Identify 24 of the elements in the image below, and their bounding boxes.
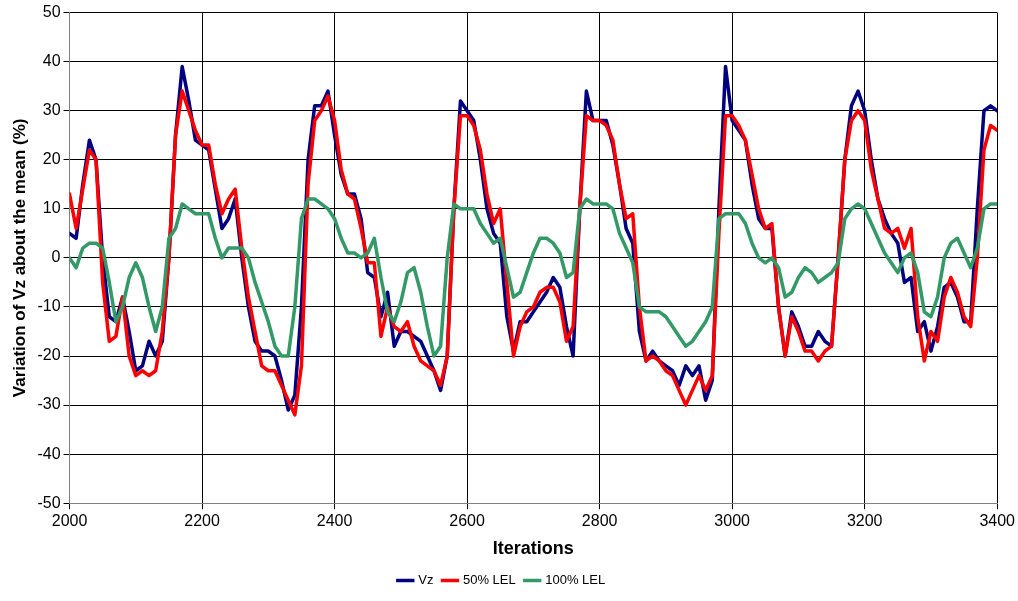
y-tick-label: -40 xyxy=(37,444,61,462)
legend-label: 50% LEL xyxy=(462,572,516,588)
y-tick-label: -50 xyxy=(37,493,61,511)
x-tick-label: 2600 xyxy=(449,512,485,530)
legend-label: 100% LEL xyxy=(545,572,606,588)
x-tick-label: 2000 xyxy=(51,512,88,530)
y-tick-label: 50 xyxy=(42,3,61,21)
x-tick-label: 2200 xyxy=(184,512,220,530)
y-axis-title: Variation of Vz about the mean (%) xyxy=(9,118,29,398)
y-tick-label: -10 xyxy=(37,297,61,315)
y-tick-label: 20 xyxy=(42,150,61,168)
x-tick-label: 2400 xyxy=(316,512,353,530)
x-tick-label: 3400 xyxy=(979,512,1016,530)
y-tick-label: 10 xyxy=(42,199,61,217)
x-axis-title: Iterations xyxy=(492,538,574,559)
x-tick-label: 3200 xyxy=(846,512,883,530)
x-tick-label: 3000 xyxy=(714,512,751,530)
y-tick-label: 0 xyxy=(51,248,61,266)
y-tick-label: 30 xyxy=(42,101,61,119)
legend-label: Vz xyxy=(418,572,434,588)
y-tick-label: -20 xyxy=(37,346,61,364)
x-tick-label: 2800 xyxy=(581,512,618,530)
y-tick-label: 40 xyxy=(42,52,61,70)
y-tick-label: -30 xyxy=(37,395,61,413)
